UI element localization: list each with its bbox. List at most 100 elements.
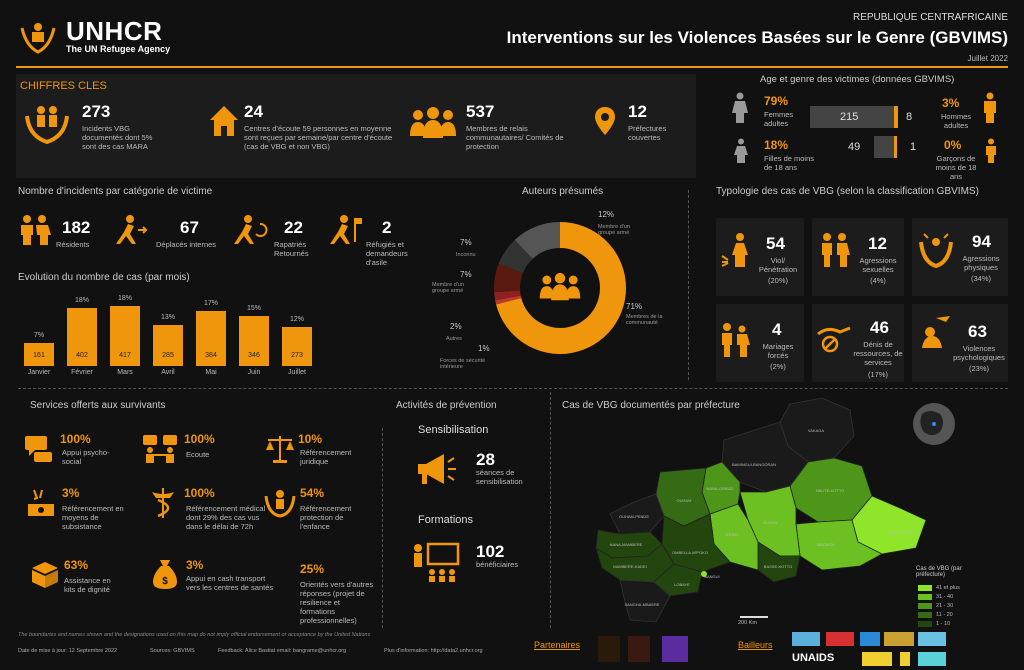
divider-prevention — [550, 392, 551, 628]
typology-tile-rape: 54 Viol/ Pénétration (20%) — [716, 218, 804, 296]
sensitization-title: Sensibilisation — [418, 424, 489, 436]
service-psycho-label: Appui psycho-social — [62, 448, 110, 466]
refugees-icon — [330, 215, 362, 244]
legend-item-3: 11 - 20 — [918, 611, 988, 619]
donut-slice-5 — [514, 222, 560, 259]
donut-slice-1 — [495, 295, 522, 305]
bar-month-3: Avril — [161, 369, 175, 376]
unhcr-emblem-icon — [20, 23, 56, 54]
bar-value-5: 346 — [248, 352, 260, 359]
svg-text:$: $ — [162, 576, 168, 587]
partner-logo-1 — [598, 636, 620, 662]
donut-slice-0 — [496, 222, 626, 354]
map-label-sangha: SANGHA-MBAERE — [624, 602, 659, 607]
boys-count: 1 — [910, 141, 917, 153]
kf-centres-text: Centres d'écoute 59 personnes en moyenne… — [244, 124, 393, 151]
partner-logo-2 — [628, 636, 650, 662]
girls-label: Filles de moins de 18 ans — [764, 154, 815, 172]
girl-icon — [734, 138, 748, 163]
sexual-assault-icon — [822, 233, 850, 267]
idp-icon — [116, 215, 148, 244]
denial-label: Dénis de ressources, de services — [853, 340, 903, 367]
bar-month-2: Mars — [117, 369, 133, 376]
scales-icon — [266, 436, 294, 463]
refugees-value: 2 — [382, 218, 392, 237]
donor-logo-1 — [792, 632, 820, 646]
service-cash-value: 3% — [186, 558, 204, 572]
women-label: Femmes adultes — [764, 110, 794, 128]
map-bangui[interactable] — [701, 571, 707, 577]
footer-update: Date de mise à jour: 12 Septembre 2022 — [18, 648, 118, 654]
denial-pct: (17%) — [867, 370, 888, 379]
house-icon — [210, 106, 238, 136]
partner-logo-3 — [662, 636, 688, 662]
perpetrators-donut-chart — [494, 222, 626, 354]
kf-relais-text: Membres de relais communautaires/ Comité… — [466, 124, 564, 151]
slice-label-12: 12% — [598, 210, 615, 219]
monthly-bar-chart: 161 7% Janvier 402 18% Février 417 18% Mars 285 13… — [20, 292, 350, 376]
refugees-label: Réfugiés et demandeurs d'asile — [366, 240, 408, 267]
service-legal-label: Référencement juridique — [300, 448, 352, 466]
prevention-title: Activités de prévention — [396, 400, 497, 411]
globe-inset-icon — [913, 403, 955, 445]
bar-value-0: 161 — [33, 352, 45, 359]
bar-2 — [110, 305, 140, 366]
men-count: 8 — [906, 111, 913, 123]
rape-pct: (20%) — [767, 276, 788, 285]
donor-logo-3 — [860, 632, 880, 646]
girls-bar-accent — [894, 136, 897, 158]
typology-tile-forced-marriage: 4 Mariages forcés (2%) — [716, 304, 804, 382]
training-label: bénéficiaires — [476, 560, 519, 569]
slice-label-autres: Autres — [446, 336, 462, 342]
service-livelihood-label: Référencement en moyens de subsistance — [62, 504, 124, 531]
denial-resources-icon — [817, 326, 851, 353]
bar-1 — [67, 308, 97, 366]
boys-label: Garçons de moins de 18 ans — [935, 154, 977, 181]
medical-icon — [152, 488, 174, 518]
legend-label-1: 31 - 40 — [936, 594, 954, 600]
bar-pct-1: 18% — [74, 297, 89, 305]
child-protection-icon — [264, 490, 296, 518]
rape-value: 54 — [766, 234, 785, 253]
psychological-pct: (23%) — [968, 364, 989, 373]
map-label-lobaye: LOBAYE — [674, 582, 690, 587]
header-divider — [16, 66, 1008, 68]
map-mbomou[interactable] — [795, 519, 883, 571]
dignity-kit-icon — [32, 562, 58, 588]
map-legend-title: Cas de VBG (par préfecture) — [916, 566, 962, 578]
map-label-mbomou: MBOMOU — [817, 542, 836, 547]
map-label-kemo: KEMO — [726, 532, 738, 537]
women-bar-accent — [894, 106, 898, 128]
bar-month-4: Mai — [205, 369, 217, 376]
footer-more-info[interactable]: Plus d'information: http://data2.unhcr.o… — [384, 648, 483, 654]
country-label: REPUBLIQUE CENTRAFRICAINE — [852, 12, 1008, 23]
service-other-value: 25% — [300, 562, 325, 576]
forced-marriage-icon — [722, 323, 750, 357]
listening-icon — [143, 435, 177, 463]
woman-icon — [732, 92, 748, 123]
denial-value: 46 — [870, 318, 889, 337]
bar-value-1: 402 — [76, 352, 88, 359]
kf-incidents-text: Incidents VBG documentés dont 5% sont de… — [82, 124, 153, 151]
map-title: Cas de VBG documentés par préfecture — [562, 400, 740, 411]
kf-relais-value: 537 — [466, 102, 495, 121]
slice-label-fsi: Forces de sécurité intérieure — [440, 358, 486, 370]
slice-desc-71: Membres de la communauté — [626, 314, 663, 326]
bar-pct-2: 18% — [117, 294, 132, 302]
bar-4 — [196, 310, 226, 366]
logo-subtitle: The UN Refugee Agency — [66, 44, 171, 54]
typology-title: Typologie des cas de VBG (selon la class… — [716, 186, 979, 197]
service-dignity-value: 63% — [64, 558, 89, 572]
bar-6 — [282, 326, 312, 366]
group-icon — [410, 107, 456, 138]
map-sangha[interactable] — [619, 579, 671, 623]
map-label-nana-gribizi: NANA-GRIBIZI — [707, 486, 734, 491]
legend-swatch-1 — [918, 594, 932, 600]
girls-pct: 18% — [764, 138, 789, 152]
men-label: Hommes adultes — [940, 112, 971, 130]
training-value: 102 — [476, 542, 505, 561]
man-icon — [984, 92, 996, 123]
service-legal-value: 10% — [298, 432, 323, 446]
men-pct: 3% — [942, 96, 960, 110]
donor-logo-5 — [918, 632, 946, 646]
